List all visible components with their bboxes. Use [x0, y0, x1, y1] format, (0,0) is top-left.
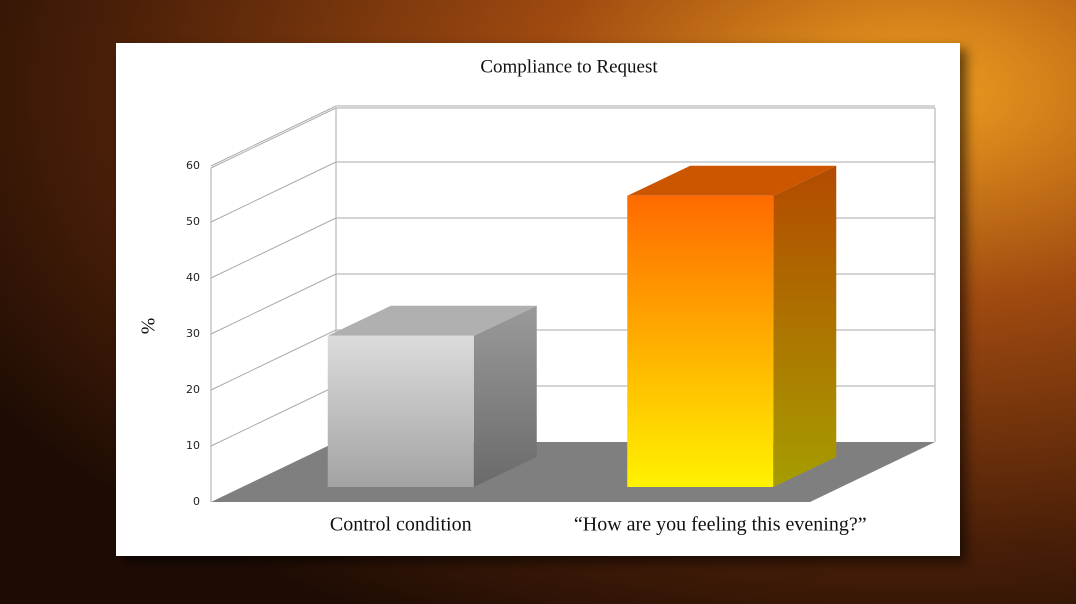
- grid-line: [210, 385, 337, 447]
- y-tick-label: 40: [186, 271, 200, 284]
- y-tick-label: 50: [186, 215, 200, 228]
- grid-line: [210, 329, 337, 391]
- y-tick-label: 10: [186, 439, 200, 452]
- x-tick-label: Control condition: [330, 514, 472, 536]
- grid-line: [210, 161, 337, 223]
- bar: [627, 195, 774, 488]
- bar-side: [773, 165, 837, 488]
- y-tick-label: 30: [186, 327, 200, 340]
- bar: [327, 335, 474, 487]
- x-tick-label: “How are you feeling this evening?”: [574, 514, 867, 536]
- grid-line: [210, 217, 337, 279]
- grid-line: [210, 273, 337, 335]
- grid-line: [210, 105, 337, 167]
- bar-top: [327, 305, 537, 336]
- bar-side: [473, 305, 537, 487]
- y-tick-label: 0: [193, 495, 200, 508]
- y-tick-label: 60: [186, 159, 200, 172]
- y-tick-label: 20: [186, 383, 200, 396]
- chart-title: Compliance to Request: [480, 56, 658, 77]
- y-axis-label: %: [136, 318, 158, 335]
- side-wall-edge: [210, 107, 337, 169]
- bar-top: [627, 165, 837, 196]
